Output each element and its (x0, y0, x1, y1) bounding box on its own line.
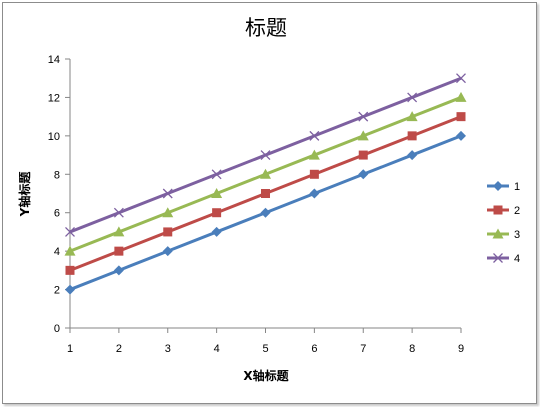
legend-label: 2 (514, 205, 520, 217)
y-tick-label: 0 (54, 323, 60, 335)
y-tick-label: 4 (54, 246, 60, 258)
y-tick-label: 14 (48, 54, 60, 66)
legend-marker (493, 205, 503, 215)
data-point (64, 245, 76, 256)
legend-item: 3 (487, 228, 520, 241)
data-point (456, 130, 466, 141)
series-4 (65, 73, 466, 237)
y-tick-label: 2 (54, 285, 60, 297)
data-point (65, 226, 75, 237)
data-point (163, 227, 173, 237)
x-tick-label: 6 (311, 343, 317, 355)
x-tick-label: 1 (67, 343, 73, 355)
x-axis-title: X轴标题 (243, 368, 289, 383)
legend-label: 4 (514, 253, 520, 265)
data-point (455, 91, 467, 102)
x-tick-label: 3 (165, 343, 171, 355)
data-point (309, 188, 320, 199)
data-point (211, 226, 222, 237)
legend-label: 1 (514, 181, 520, 193)
data-point (406, 111, 418, 122)
data-point (212, 208, 222, 218)
series-2 (65, 112, 466, 275)
y-tick-label: 6 (54, 208, 60, 220)
data-point (358, 150, 368, 160)
x-tick-label: 2 (116, 343, 122, 355)
data-point (162, 207, 174, 218)
x-tick-label: 9 (458, 343, 464, 355)
data-point (211, 169, 222, 180)
legend-item: 4 (487, 253, 520, 265)
legend-marker (493, 253, 503, 263)
data-point (114, 246, 124, 256)
data-point (113, 226, 125, 237)
data-point (113, 207, 124, 218)
legend: 1 2 3 4 (487, 181, 520, 265)
data-point (407, 131, 417, 141)
data-point (162, 246, 173, 257)
data-point (456, 112, 466, 122)
chart-frame (2, 2, 537, 404)
data-point (162, 188, 173, 199)
data-point (309, 130, 320, 141)
data-point (456, 73, 466, 84)
data-point (65, 284, 75, 295)
plot-area (64, 73, 467, 295)
data-point (113, 265, 124, 276)
legend-label: 3 (514, 229, 520, 241)
data-point (260, 168, 271, 179)
data-point (260, 150, 271, 161)
legend-marker (492, 228, 504, 239)
data-point (407, 92, 418, 103)
x-tick-label: 5 (262, 343, 268, 355)
data-point (261, 189, 270, 198)
data-point (358, 169, 369, 180)
legend-item: 1 (487, 181, 520, 193)
y-tick-label: 10 (48, 131, 60, 143)
data-point (65, 265, 75, 275)
series-1 (65, 130, 466, 295)
legend-marker (493, 181, 503, 191)
x-tick-label: 4 (214, 343, 220, 355)
data-point (211, 188, 223, 198)
y-tick-label: 12 (48, 92, 60, 104)
series-3 (64, 91, 467, 256)
x-tick-label: 8 (409, 343, 415, 355)
data-point (358, 111, 369, 122)
data-point (309, 169, 319, 179)
data-point (407, 150, 418, 161)
data-point (357, 130, 369, 141)
data-point (308, 149, 320, 160)
legend-item: 2 (487, 205, 520, 217)
chart-title: 标题 (245, 16, 287, 40)
y-axis-title: Y轴标题 (17, 171, 32, 218)
y-tick-label: 8 (54, 169, 60, 181)
data-point (260, 207, 271, 218)
x-tick-label: 7 (360, 343, 366, 355)
